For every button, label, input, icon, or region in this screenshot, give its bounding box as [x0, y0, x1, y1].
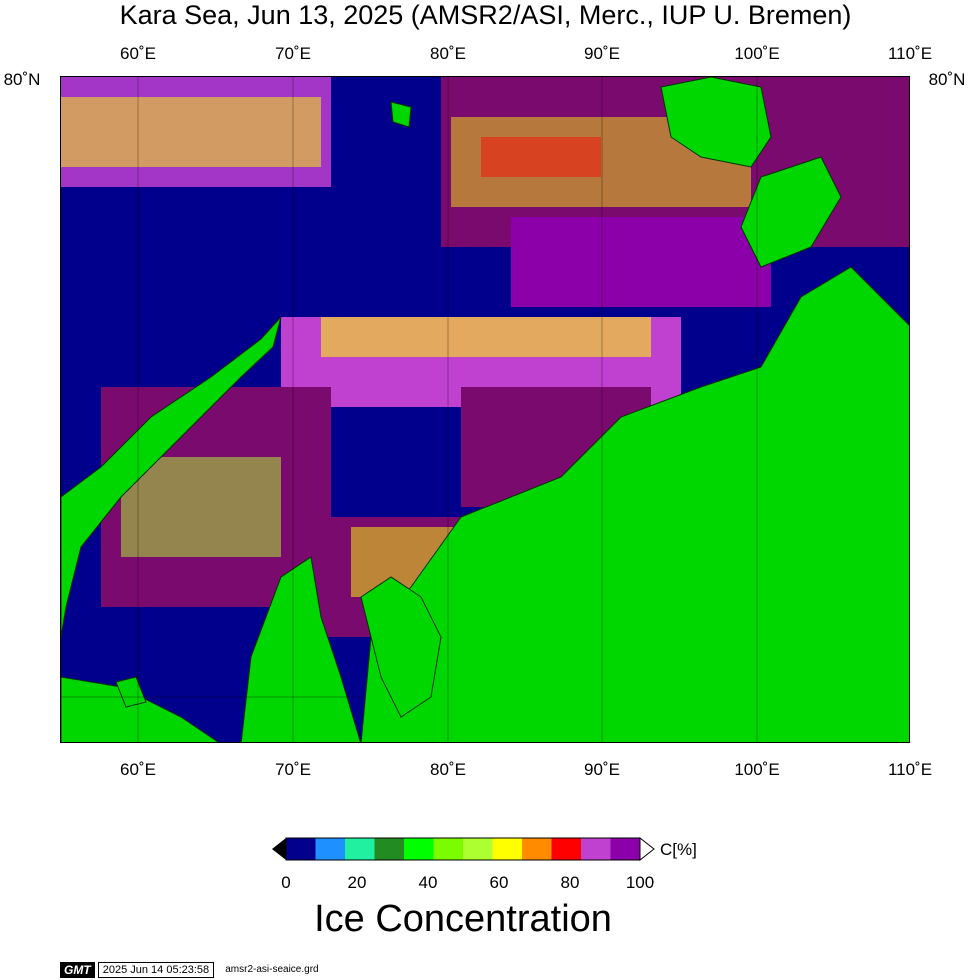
island: [115, 676, 147, 708]
top-lon-tick: 70˚E: [275, 44, 311, 63]
severnaya-zemlya-south: [740, 156, 842, 268]
bottom-lon-tick: 100˚E: [734, 760, 780, 779]
southwest-coast: [61, 676, 219, 742]
top-lon-tick: 80˚E: [430, 44, 466, 63]
gmt-logo: GMT: [60, 962, 95, 978]
top-lon-tick: 60˚E: [120, 44, 156, 63]
right-lat-label: 80˚N: [928, 70, 966, 89]
generation-timestamp: 2025 Jun 14 05:23:58: [97, 962, 215, 978]
ice-region-red: [481, 137, 601, 177]
map-canvas: [61, 77, 909, 742]
colorbar-bin: [374, 838, 405, 860]
gydan-peninsula: [360, 576, 442, 718]
colorbar-bin: [551, 838, 582, 860]
novaya-zemlya: [61, 316, 282, 638]
ice-region-green: [121, 457, 281, 557]
top-lon-tick: 90˚E: [584, 44, 620, 63]
map-frame: [60, 76, 910, 743]
colorbar-tick: 100: [625, 873, 655, 892]
left-lat-label: 80˚N: [3, 70, 41, 89]
bottom-lon-tick: 80˚E: [430, 760, 466, 779]
colorbar-title: Ice Concentration: [314, 898, 612, 940]
colorbar-bin: [463, 838, 493, 860]
colorbar-bin: [286, 838, 316, 860]
footer: GMT 2025 Jun 14 05:23:58 amsr2-asi-seaic…: [60, 962, 319, 978]
graticule: [61, 77, 758, 742]
colorbar-tick: 20: [347, 873, 367, 892]
colorbar-bin: [315, 838, 346, 860]
colorbar-bin: [345, 838, 375, 860]
colorbar-bin: [433, 838, 464, 860]
severnaya-zemlya: [660, 77, 772, 168]
colorbar-bin: [522, 838, 552, 860]
colorbar-bin: [610, 838, 641, 860]
colorbar-tick: 60: [489, 873, 509, 892]
grid-file-name: amsr2-asi-seaice.grd: [225, 964, 319, 975]
colorbar-bin: [581, 838, 611, 860]
bottom-lon-tick: 110˚E: [887, 760, 933, 779]
ice-region-purple: [511, 217, 771, 307]
colorbar: [272, 836, 655, 862]
island: [390, 101, 412, 128]
ice-region-yellow: [61, 97, 321, 167]
colorbar-bin: [404, 838, 434, 860]
colorbar-unit: C[%]: [660, 840, 697, 859]
colorbar-bin: [492, 838, 523, 860]
top-lon-tick: 100˚E: [734, 44, 780, 63]
taymyr-mainland: [360, 266, 909, 742]
map-title: Kara Sea, Jun 13, 2025 (AMSR2/ASI, Merc.…: [119, 0, 852, 30]
colorbar-under-arrow: [272, 838, 286, 860]
colorbar-tick: 0: [281, 873, 291, 892]
bottom-lon-tick: 70˚E: [275, 760, 311, 779]
colorbar-tick: 80: [560, 873, 580, 892]
yamal-peninsula: [240, 556, 361, 742]
bottom-lon-tick: 60˚E: [120, 760, 156, 779]
colorbar-tick: 40: [418, 873, 438, 892]
land-masses: [61, 77, 909, 742]
top-lon-tick: 110˚E: [887, 44, 933, 63]
bottom-lon-tick: 90˚E: [584, 760, 620, 779]
colorbar-over-arrow: [639, 836, 655, 862]
ice-region-yellow: [321, 317, 651, 357]
